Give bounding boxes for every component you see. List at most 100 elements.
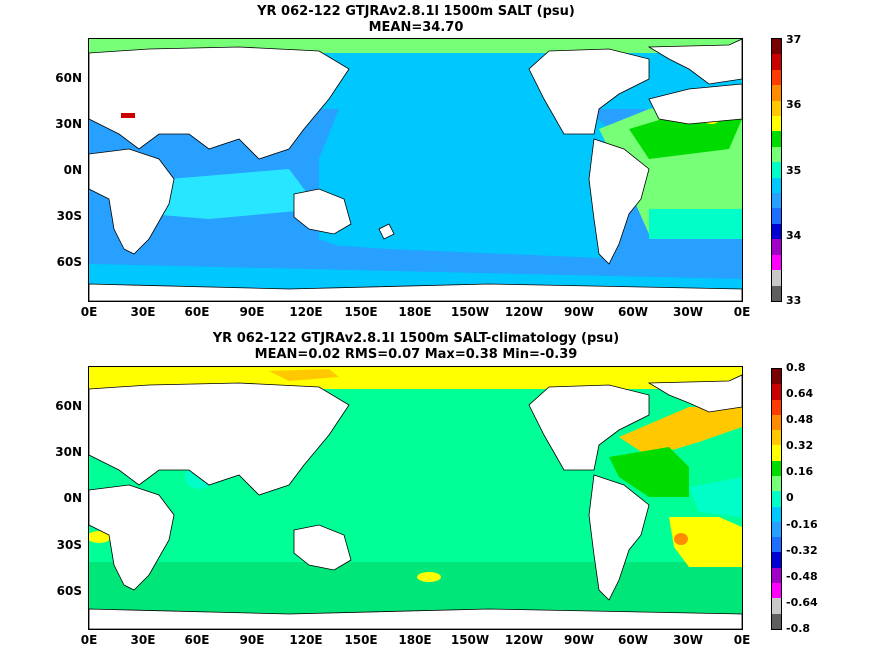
colorbar-swatch [772,521,781,538]
panel1-lon-150e: 150E [344,305,378,319]
panel1-lon-30e: 30E [130,305,156,319]
panel2-land [89,374,742,629]
colorbar-swatch [772,552,781,568]
panel2-atl-warm-region [669,517,742,567]
panel1-lat-30s: 30S [56,209,82,223]
colorbar-swatch [772,116,781,132]
panel1-lon-120w: 120W [504,305,544,319]
panel1-lat-60n: 60N [55,71,82,85]
panel2-cb-label-2: 0.48 [786,413,814,426]
panel1-lon-0e-end: 0E [733,305,751,319]
panel1-med-hotspot [121,113,135,118]
colorbar-swatch [772,460,781,476]
colorbar-swatch [772,254,781,271]
colorbar-swatch [772,430,781,446]
panel2-cb-label-1: 0.64 [786,387,814,400]
panel2-cb-label-6: -0.16 [786,518,818,531]
colorbar-swatch [772,506,781,522]
colorbar-swatch [772,39,781,55]
panel1-map-svg [89,39,742,301]
panel1-indian-region [149,169,319,219]
panel2-map-svg [89,367,742,629]
panel2-title-line2: MEAN=0.02 RMS=0.07 Max=0.38 Min=-0.39 [254,347,578,362]
panel2-cb-label-5: 0 [786,491,794,504]
colorbar-swatch [772,475,781,492]
colorbar-swatch [772,491,781,507]
panel1-lat-30n: 30N [55,117,82,131]
panel1-lat-60s: 60S [56,255,82,269]
panel2-lon-120e: 120E [289,633,323,647]
panel2-cb-label-3: 0.32 [786,439,814,452]
panel2-lon-0e-end: 0E [733,633,751,647]
panel2-lon-60w: 60W [618,633,648,647]
panel1-lon-30w: 30W [673,305,703,319]
colorbar-swatch [772,193,781,209]
panel2-lat-60s: 60S [56,584,82,598]
panel1-land [89,39,742,301]
panel1-title: YR 062-122 GTJRAv2.8.1l 1500m SALT (psu)… [0,4,832,36]
panel2-lon-0e: 0E [80,633,98,647]
colorbar-swatch [772,85,781,101]
panel2-cb-label-0: 0.8 [786,361,806,374]
colorbar-swatch [772,131,781,147]
colorbar-swatch [772,54,781,70]
panel2-lon-30e: 30E [130,633,156,647]
panel2-lon-90w: 90W [564,633,594,647]
panel2-lat-0n: 0N [63,491,82,505]
colorbar-swatch [772,146,781,163]
colorbar-swatch [772,208,781,224]
colorbar-swatch [772,598,781,614]
panel2-title: YR 062-122 GTJRAv2.8.1l 1500m SALT-clima… [0,331,832,363]
panel1-lon-0e: 0E [80,305,98,319]
colorbar-swatch [772,270,781,286]
panel2-gulf-region [619,407,742,457]
panel2-lat-30n: 30N [55,445,82,459]
colorbar-swatch [772,582,781,599]
panel2-title-line1: YR 062-122 GTJRAv2.8.1l 1500m SALT-clima… [212,331,620,346]
colorbar-swatch [772,399,781,415]
panel1-pacific-region [319,79,614,264]
colorbar-swatch [772,100,781,117]
colorbar-swatch [772,162,781,178]
panel1-colorbar [771,38,782,302]
panel2-cb-label-8: -0.48 [786,570,818,583]
panel2-lon-120w: 120W [504,633,544,647]
colorbar-swatch [772,384,781,400]
panel2-lon-150e: 150E [344,633,378,647]
panel2-lat-30s: 30S [56,538,82,552]
panel1-lon-150w: 150W [450,305,490,319]
panel2-colorbar [771,368,782,630]
panel2-cb-label-10: -0.8 [786,622,811,635]
colorbar-swatch [772,613,781,629]
panel1-lon-90w: 90W [564,305,594,319]
panel2-lon-180e: 180E [398,633,432,647]
panel2-lon-60e: 60E [184,633,210,647]
panel2-cb-label-9: -0.64 [786,596,818,609]
panel1-lat-0n: 0N [63,163,82,177]
panel1-cb-label-36: 36 [786,98,802,111]
panel1-lon-60e: 60E [184,305,210,319]
colorbar-swatch [772,414,781,431]
panel1-lon-180e: 180E [398,305,432,319]
panel1-title-line2: MEAN=34.70 [368,20,464,35]
panel1-cb-label-33: 33 [786,294,802,307]
panel2-lon-30w: 30W [673,633,703,647]
colorbar-swatch [772,445,781,461]
colorbar-swatch [772,369,781,385]
colorbar-swatch [772,223,781,240]
panel2-cb-label-4: 0.16 [786,465,814,478]
panel2-lat-60n: 60N [55,399,82,413]
panel1-cb-label-37: 37 [786,33,802,46]
panel1-lon-60w: 60W [618,305,648,319]
panel2-map [88,366,743,630]
panel1-lon-90e: 90E [239,305,265,319]
panel2-cb-label-7: -0.32 [786,544,818,557]
colorbar-swatch [772,69,781,86]
panel2-lon-90e: 90E [239,633,265,647]
colorbar-swatch [772,537,781,553]
colorbar-swatch [772,239,781,255]
panel1-map [88,38,743,302]
panel1-lon-120e: 120E [289,305,323,319]
panel1-cb-label-34: 34 [786,229,802,242]
colorbar-swatch [772,567,781,583]
